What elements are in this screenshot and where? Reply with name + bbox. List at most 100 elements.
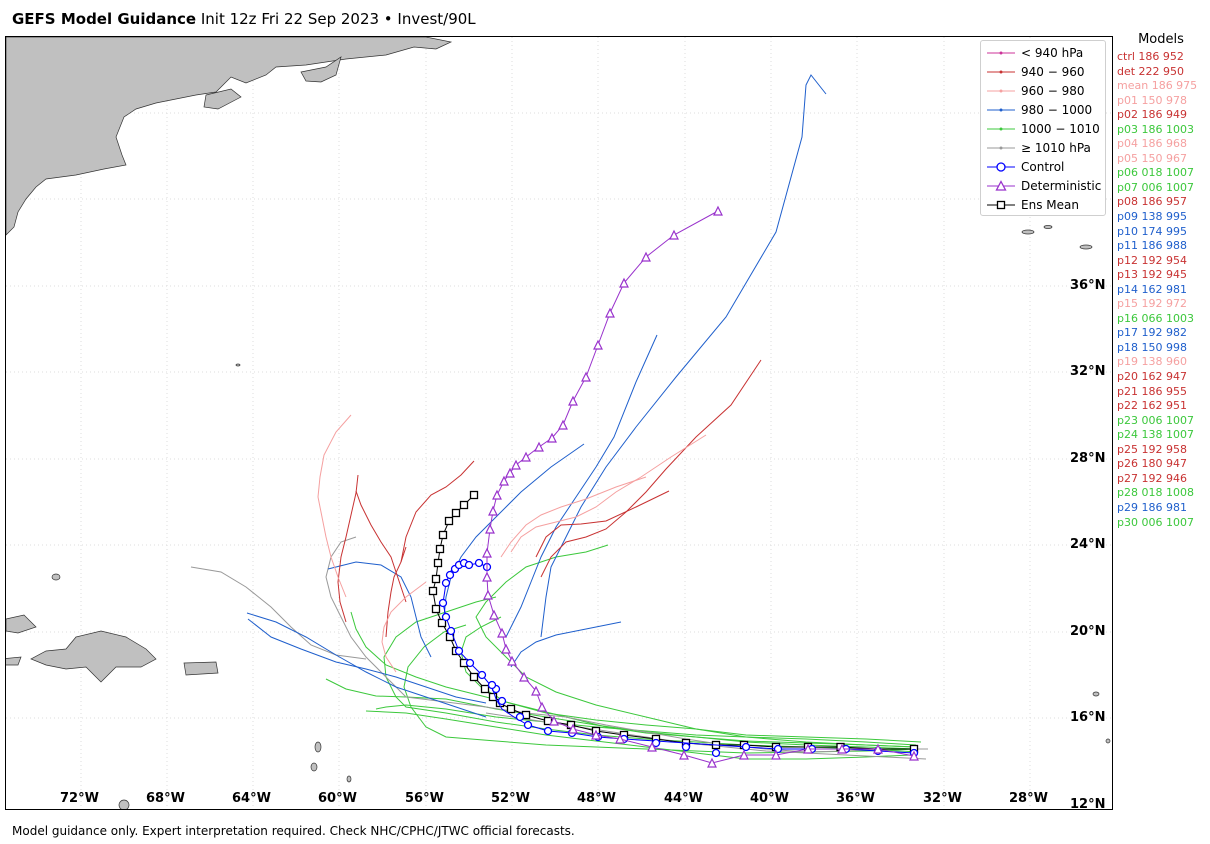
legend-item-lt940: < 940 hPa xyxy=(985,44,1083,62)
track-p17 xyxy=(510,621,622,668)
title-info: Init 12z Fri 22 Sep 2023 • Invest/90L xyxy=(196,10,476,28)
island-1 xyxy=(314,741,322,753)
models-list: Models ctrl 186 952 det 222 950 mean 186 9… xyxy=(1117,32,1209,530)
legend-circle-icon xyxy=(987,162,1015,172)
track-p10 xyxy=(505,334,658,638)
legend-item-960-980: 960 − 980 xyxy=(985,82,1085,100)
track-gray-2 xyxy=(485,712,927,760)
cape-verde-2 xyxy=(1105,738,1111,744)
legend-line-icon xyxy=(987,70,1015,74)
model-item: p18 150 998 xyxy=(1117,340,1187,354)
model-item: p26 180 947 xyxy=(1117,457,1187,471)
tracks xyxy=(190,74,928,760)
legend-label: 1000 − 1010 xyxy=(1021,122,1100,136)
model-item: p10 174 995 xyxy=(1117,224,1187,238)
model-item: p07 006 1007 xyxy=(1117,180,1194,194)
model-item: p28 018 1008 xyxy=(1117,486,1194,500)
track-p01 xyxy=(317,414,352,598)
legend-item-ens-mean: Ens Mean xyxy=(985,196,1079,214)
model-item: p22 162 951 xyxy=(1117,399,1187,413)
models-items: ctrl 186 952 det 222 950 mean 186 975 p01 1… xyxy=(1117,50,1209,530)
track-p20 xyxy=(540,359,762,578)
legend-label: ≥ 1010 hPa xyxy=(1021,141,1091,155)
model-item: p02 186 949 xyxy=(1117,108,1187,122)
legend-item-ge1010: ≥ 1010 hPa xyxy=(985,139,1091,157)
lat-label-32: 32°N xyxy=(1070,364,1106,379)
ensemble-mean-track[interactable] xyxy=(428,490,919,754)
legend-line-icon xyxy=(987,51,1015,55)
model-item: p12 192 954 xyxy=(1117,253,1187,267)
track-p22 xyxy=(355,490,407,603)
model-item: p11 186 988 xyxy=(1117,239,1187,253)
azores-3 xyxy=(1021,229,1035,235)
legend-line-icon xyxy=(987,127,1015,131)
legend-item-940-960: 940 − 960 xyxy=(985,63,1085,81)
model-item: p14 162 981 xyxy=(1117,282,1187,296)
legend-line-icon xyxy=(987,146,1015,150)
model-item: p30 006 1007 xyxy=(1117,515,1194,529)
model-item: p06 018 1007 xyxy=(1117,166,1194,180)
model-item: p29 186 981 xyxy=(1117,500,1187,514)
model-item: mean 186 975 xyxy=(1117,79,1198,93)
map-svg[interactable] xyxy=(6,37,1113,810)
track-p14 xyxy=(443,443,585,618)
lat-label-28: 28°N xyxy=(1070,451,1106,466)
lon-label-60: 60°W xyxy=(318,791,357,806)
lat-label-16: 16°N xyxy=(1070,710,1106,725)
hispaniola xyxy=(30,630,157,683)
graticule xyxy=(6,37,1112,809)
legend-item-980-1000: 980 − 1000 xyxy=(985,101,1092,119)
legend-item-deterministic: Deterministic xyxy=(985,177,1101,195)
lon-label-44: 44°W xyxy=(664,791,703,806)
legend-triangle-icon xyxy=(987,180,1015,191)
legend-label: 960 − 980 xyxy=(1021,84,1085,98)
model-item: ctrl 186 952 xyxy=(1117,50,1184,63)
track-p21 xyxy=(535,490,670,558)
track-p19 xyxy=(381,581,427,673)
map-frame[interactable] xyxy=(5,36,1113,810)
track-p28 xyxy=(460,616,922,743)
island-2 xyxy=(310,762,318,772)
legend-line-icon xyxy=(987,108,1015,112)
track-p26 xyxy=(337,474,359,623)
track-p04 xyxy=(510,434,707,553)
lon-label-68: 68°W xyxy=(146,791,185,806)
legend-item-control: Control xyxy=(985,158,1064,176)
model-item: det 222 950 xyxy=(1117,64,1185,78)
models-title: Models xyxy=(1138,32,1184,47)
model-item: p24 138 1007 xyxy=(1117,428,1194,442)
model-item: p25 192 958 xyxy=(1117,442,1187,456)
model-item: p08 186 957 xyxy=(1117,195,1187,209)
track-p09 xyxy=(540,74,827,638)
track-p27 xyxy=(385,546,407,638)
lon-label-56: 56°W xyxy=(405,791,444,806)
north-america-landmass xyxy=(6,37,453,236)
puerto-rico xyxy=(183,661,219,676)
model-item: p15 192 972 xyxy=(1117,297,1187,311)
cape-verde-1 xyxy=(1092,691,1100,697)
disclaimer: Model guidance only. Expert interpretati… xyxy=(12,824,575,838)
model-item: p16 066 1003 xyxy=(1117,311,1194,325)
jamaica xyxy=(6,656,22,666)
legend-label: 940 − 960 xyxy=(1021,65,1085,79)
deterministic-track[interactable] xyxy=(482,205,919,768)
lon-label-64: 64°W xyxy=(232,791,271,806)
legend-square-icon xyxy=(987,200,1015,210)
island-4 xyxy=(118,799,130,809)
azores-2 xyxy=(1043,225,1053,229)
legend-label: Deterministic xyxy=(1021,179,1102,193)
island-3 xyxy=(346,775,352,783)
model-item: p17 192 982 xyxy=(1117,326,1187,340)
model-item: p09 138 995 xyxy=(1117,210,1187,224)
track-p05 xyxy=(500,476,647,558)
newfoundland xyxy=(300,56,342,83)
lon-label-52: 52°W xyxy=(491,791,530,806)
cuba xyxy=(6,614,37,634)
legend: < 940 hPa 940 − 960 960 − 980 980 − 1000… xyxy=(980,40,1106,216)
lat-label-12: 12°N xyxy=(1070,797,1106,812)
track-p30 xyxy=(365,710,912,760)
model-item: p27 192 946 xyxy=(1117,471,1187,485)
legend-label: Control xyxy=(1021,160,1065,174)
control-track[interactable] xyxy=(438,558,919,758)
track-p03 xyxy=(350,611,917,748)
